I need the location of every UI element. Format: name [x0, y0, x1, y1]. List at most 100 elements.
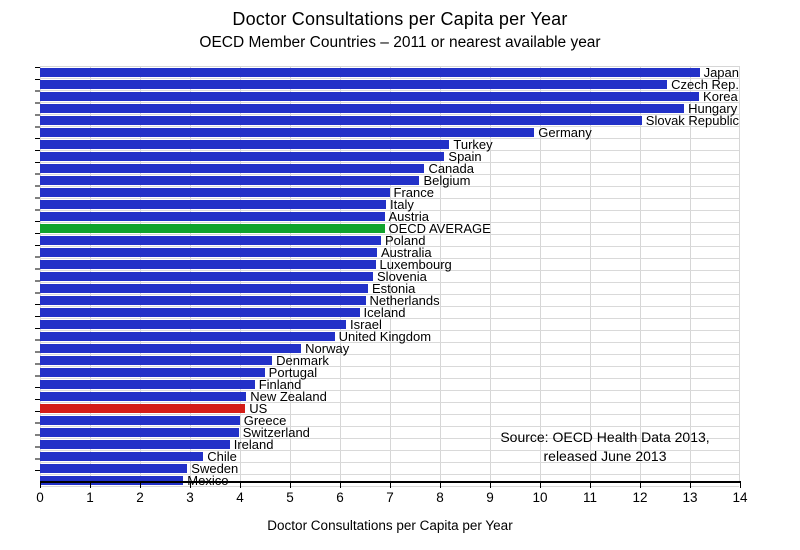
- bar-united-kingdom: [40, 331, 335, 342]
- bar-label: France: [393, 185, 434, 200]
- bar-norway: [40, 343, 302, 354]
- bar-label: Austria: [388, 209, 429, 224]
- bar-label: Finland: [258, 377, 302, 392]
- bar-italy: [40, 199, 386, 210]
- bar-slovenia: [40, 271, 374, 282]
- bar-label: Canada: [428, 161, 474, 176]
- x-tick-label: 7: [386, 490, 394, 505]
- bar-row: Denmark: [40, 353, 739, 368]
- bar-korea: [40, 91, 700, 102]
- y-axis-ticks: [35, 67, 40, 481]
- bar-oecd-average: [40, 223, 385, 234]
- bar-label: Portugal: [268, 365, 318, 380]
- bar-label: Estonia: [372, 281, 416, 296]
- bar-row: US: [40, 401, 739, 416]
- bar-row: Turkey: [40, 137, 739, 152]
- bar-sweden: [40, 463, 188, 474]
- bar-slovak-republic: [40, 115, 642, 126]
- x-tick-label: 9: [486, 490, 494, 505]
- bar-poland: [40, 235, 381, 246]
- bar-row: Greece: [40, 414, 739, 427]
- bar-label: Australia: [381, 245, 432, 260]
- x-axis-tick: [740, 483, 741, 488]
- bar-row: Norway: [40, 341, 739, 356]
- bar-row: Finland: [40, 377, 739, 392]
- bar-row: Japan: [40, 65, 739, 80]
- x-tick-label: 10: [532, 490, 548, 505]
- source-note-line2: released June 2013: [543, 448, 667, 464]
- x-tick-label: 8: [436, 490, 444, 505]
- x-axis-tick: [140, 483, 141, 488]
- x-axis-tick: [640, 483, 641, 488]
- bar-label: Israel: [350, 317, 382, 332]
- bar-label: Czech Rep.: [671, 77, 739, 92]
- bar-us: [40, 403, 246, 414]
- bar-iceland: [40, 307, 360, 318]
- bar-label: Mexico: [187, 474, 228, 487]
- bar-czech-rep-: [40, 79, 668, 90]
- bar-label: Netherlands: [369, 293, 440, 308]
- bar-switzerland: [40, 427, 239, 438]
- bar-row: Iceland: [40, 305, 739, 320]
- x-tick-label: 6: [336, 490, 344, 505]
- bar-ireland: [40, 439, 230, 450]
- bar-label: Poland: [385, 233, 426, 248]
- bar-row: Australia: [40, 245, 739, 260]
- x-axis-tick: [490, 483, 491, 488]
- x-axis-tick: [340, 483, 341, 488]
- x-axis-tick: [290, 483, 291, 488]
- bar-israel: [40, 319, 347, 330]
- x-axis-tick: [190, 483, 191, 488]
- bar-portugal: [40, 367, 265, 378]
- bar-label: Slovenia: [377, 269, 427, 284]
- bar-row: United Kingdom: [40, 329, 739, 344]
- bar-row: Israel: [40, 317, 739, 332]
- x-axis-tick: [90, 483, 91, 488]
- bar-row: Chile: [40, 450, 739, 463]
- x-axis-label: Doctor Consultations per Capita per Year: [267, 518, 513, 533]
- x-tick-label: 13: [682, 490, 698, 505]
- x-tick-label: 0: [36, 490, 44, 505]
- bar-row: Switzerland: [40, 425, 739, 440]
- bar-label: Italy: [390, 197, 414, 212]
- bar-germany: [40, 127, 535, 138]
- source-note-line1: Source: OECD Health Data 2013,: [500, 429, 710, 445]
- bar-luxembourg: [40, 259, 376, 270]
- bar-label: Turkey: [453, 137, 493, 152]
- bar-label: Luxembourg: [379, 257, 452, 272]
- bar-label: Iceland: [363, 305, 406, 320]
- bar-label: United Kingdom: [338, 329, 432, 344]
- bar-row: Ireland: [40, 438, 739, 451]
- bar-row: Austria: [40, 209, 739, 224]
- bar-france: [40, 187, 390, 198]
- x-tick-label: 1: [86, 490, 94, 505]
- bar-label: Norway: [305, 341, 350, 356]
- bar-australia: [40, 247, 378, 258]
- source-note: Source: OECD Health Data 2013, released …: [455, 428, 755, 466]
- bar-label: OECD AVERAGE: [388, 221, 491, 236]
- bar-label: New Zealand: [250, 389, 327, 404]
- bar-row: Italy: [40, 197, 739, 212]
- bar-row: Spain: [40, 149, 739, 164]
- bar-label: Switzerland: [242, 425, 310, 440]
- bar-spain: [40, 151, 445, 162]
- bar-label: Denmark: [276, 353, 329, 368]
- bar-label: Spain: [448, 149, 482, 164]
- bar-denmark: [40, 355, 273, 366]
- bar-chile: [40, 451, 204, 462]
- bar-row: New Zealand: [40, 389, 739, 404]
- bar-mexico: [40, 475, 184, 486]
- x-axis-tick: [40, 483, 41, 488]
- x-axis-tick: [440, 483, 441, 488]
- x-tick-label: 5: [286, 490, 294, 505]
- bar-row: Poland: [40, 233, 739, 248]
- bar-label: US: [249, 401, 268, 416]
- bar-label: Japan: [703, 65, 739, 80]
- bar-canada: [40, 163, 425, 174]
- bar-row: Netherlands: [40, 293, 739, 308]
- bar-new-zealand: [40, 391, 247, 402]
- bar-row: Canada: [40, 161, 739, 176]
- bar-finland: [40, 379, 255, 390]
- x-axis-tick: [540, 483, 541, 488]
